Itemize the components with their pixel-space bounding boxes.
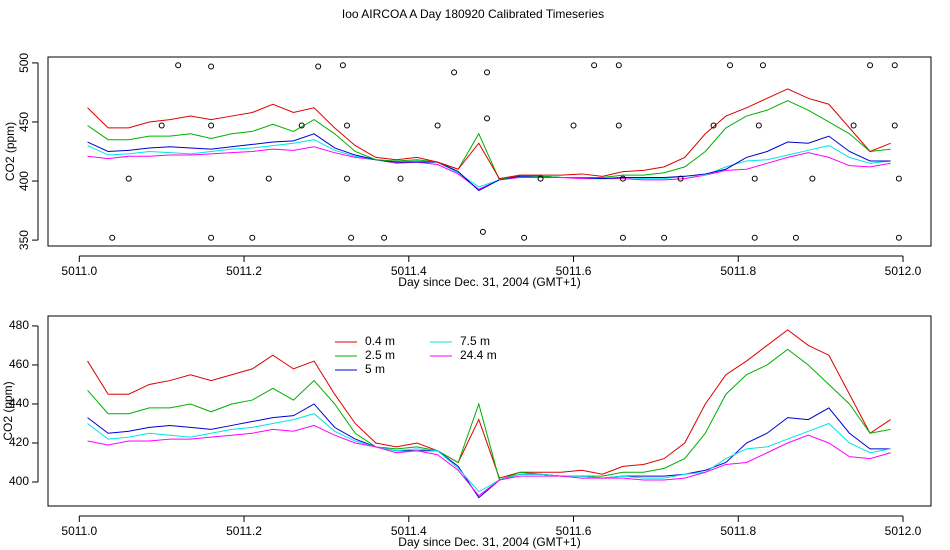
y-tick-label: 440 (9, 396, 29, 410)
marker (265, 175, 272, 182)
marker (451, 69, 458, 76)
x-tick-label: 5011.8 (720, 524, 756, 538)
marker (521, 234, 528, 241)
marker (479, 228, 486, 235)
marker (344, 175, 351, 182)
plot-box (47, 56, 932, 247)
marker (751, 234, 758, 241)
marker (867, 62, 874, 69)
marker (677, 175, 684, 182)
marker (208, 122, 215, 129)
y-tick-label: 450 (17, 112, 31, 132)
marker (570, 122, 577, 129)
y-tick-label: 420 (9, 435, 29, 449)
marker (809, 175, 816, 182)
x-tick-label: 5011.4 (391, 264, 427, 278)
marker (344, 122, 351, 129)
marker (891, 62, 898, 69)
marker (755, 122, 762, 129)
marker (158, 122, 165, 129)
x-tick-label: 5011.0 (61, 264, 97, 278)
y-tick-label: 500 (17, 53, 31, 73)
x-axis-label: Day since Dec. 31, 2004 (GMT+1) (398, 275, 580, 289)
marker (434, 122, 441, 129)
marker (615, 62, 622, 69)
marker (895, 234, 902, 241)
series-line (87, 348, 891, 481)
series-line (87, 403, 891, 499)
marker (895, 175, 902, 182)
marker (397, 175, 404, 182)
x-axis-label: Day since Dec. 31, 2004 (GMT+1) (398, 535, 580, 549)
series-line (87, 329, 891, 479)
marker (315, 63, 322, 70)
marker (661, 234, 668, 241)
marker (619, 234, 626, 241)
marker (619, 175, 626, 182)
marker (727, 62, 734, 69)
y-tick-label: 480 (9, 318, 29, 332)
marker (484, 115, 491, 122)
marker (759, 62, 766, 69)
marker (125, 175, 132, 182)
legend-label: 2.5 m (365, 348, 395, 362)
marker (381, 234, 388, 241)
marker (751, 175, 758, 182)
legend-label: 24.4 m (460, 348, 497, 362)
series-line (87, 88, 891, 180)
x-tick-label: 5011.2 (226, 264, 262, 278)
y-tick-label: 400 (9, 474, 29, 488)
x-tick-label: 5011.6 (556, 264, 592, 278)
x-tick-label: 5011.6 (556, 524, 592, 538)
marker (484, 69, 491, 76)
legend-label: 5 m (365, 362, 385, 376)
marker (850, 122, 857, 129)
x-tick-label: 5012.0 (885, 264, 922, 278)
series-line (87, 146, 891, 190)
chart-title: Ioo AIRCOA A Day 180920 Calibrated Times… (342, 7, 604, 21)
y-tick-label: 400 (17, 171, 31, 191)
marker (208, 234, 215, 241)
marker (339, 62, 346, 69)
marker (208, 175, 215, 182)
series-line (87, 100, 891, 181)
series-line (87, 139, 891, 188)
marker (175, 62, 182, 69)
marker (249, 234, 256, 241)
y-tick-label: 460 (9, 357, 29, 371)
legend-label: 7.5 m (460, 334, 490, 348)
x-tick-label: 5011.4 (391, 524, 427, 538)
plot-box (47, 315, 932, 507)
x-tick-label: 5011.2 (226, 524, 262, 538)
marker (348, 234, 355, 241)
y-axis-label: CO2 (ppm) (3, 122, 17, 181)
marker (591, 62, 598, 69)
marker (891, 122, 898, 129)
x-tick-label: 5011.8 (720, 264, 756, 278)
marker (710, 122, 717, 129)
marker (537, 175, 544, 182)
marker (792, 234, 799, 241)
marker (109, 234, 116, 241)
marker (615, 122, 622, 129)
marker (298, 122, 305, 129)
legend-label: 0.4 m (365, 334, 395, 348)
x-tick-label: 5012.0 (885, 524, 922, 538)
series-line (87, 413, 891, 493)
marker (208, 63, 215, 70)
series-line (87, 133, 891, 192)
y-tick-label: 350 (17, 230, 31, 250)
y-axis-label: CO2 (ppm) (1, 381, 15, 440)
series-line (87, 424, 891, 497)
x-tick-label: 5011.0 (61, 524, 97, 538)
